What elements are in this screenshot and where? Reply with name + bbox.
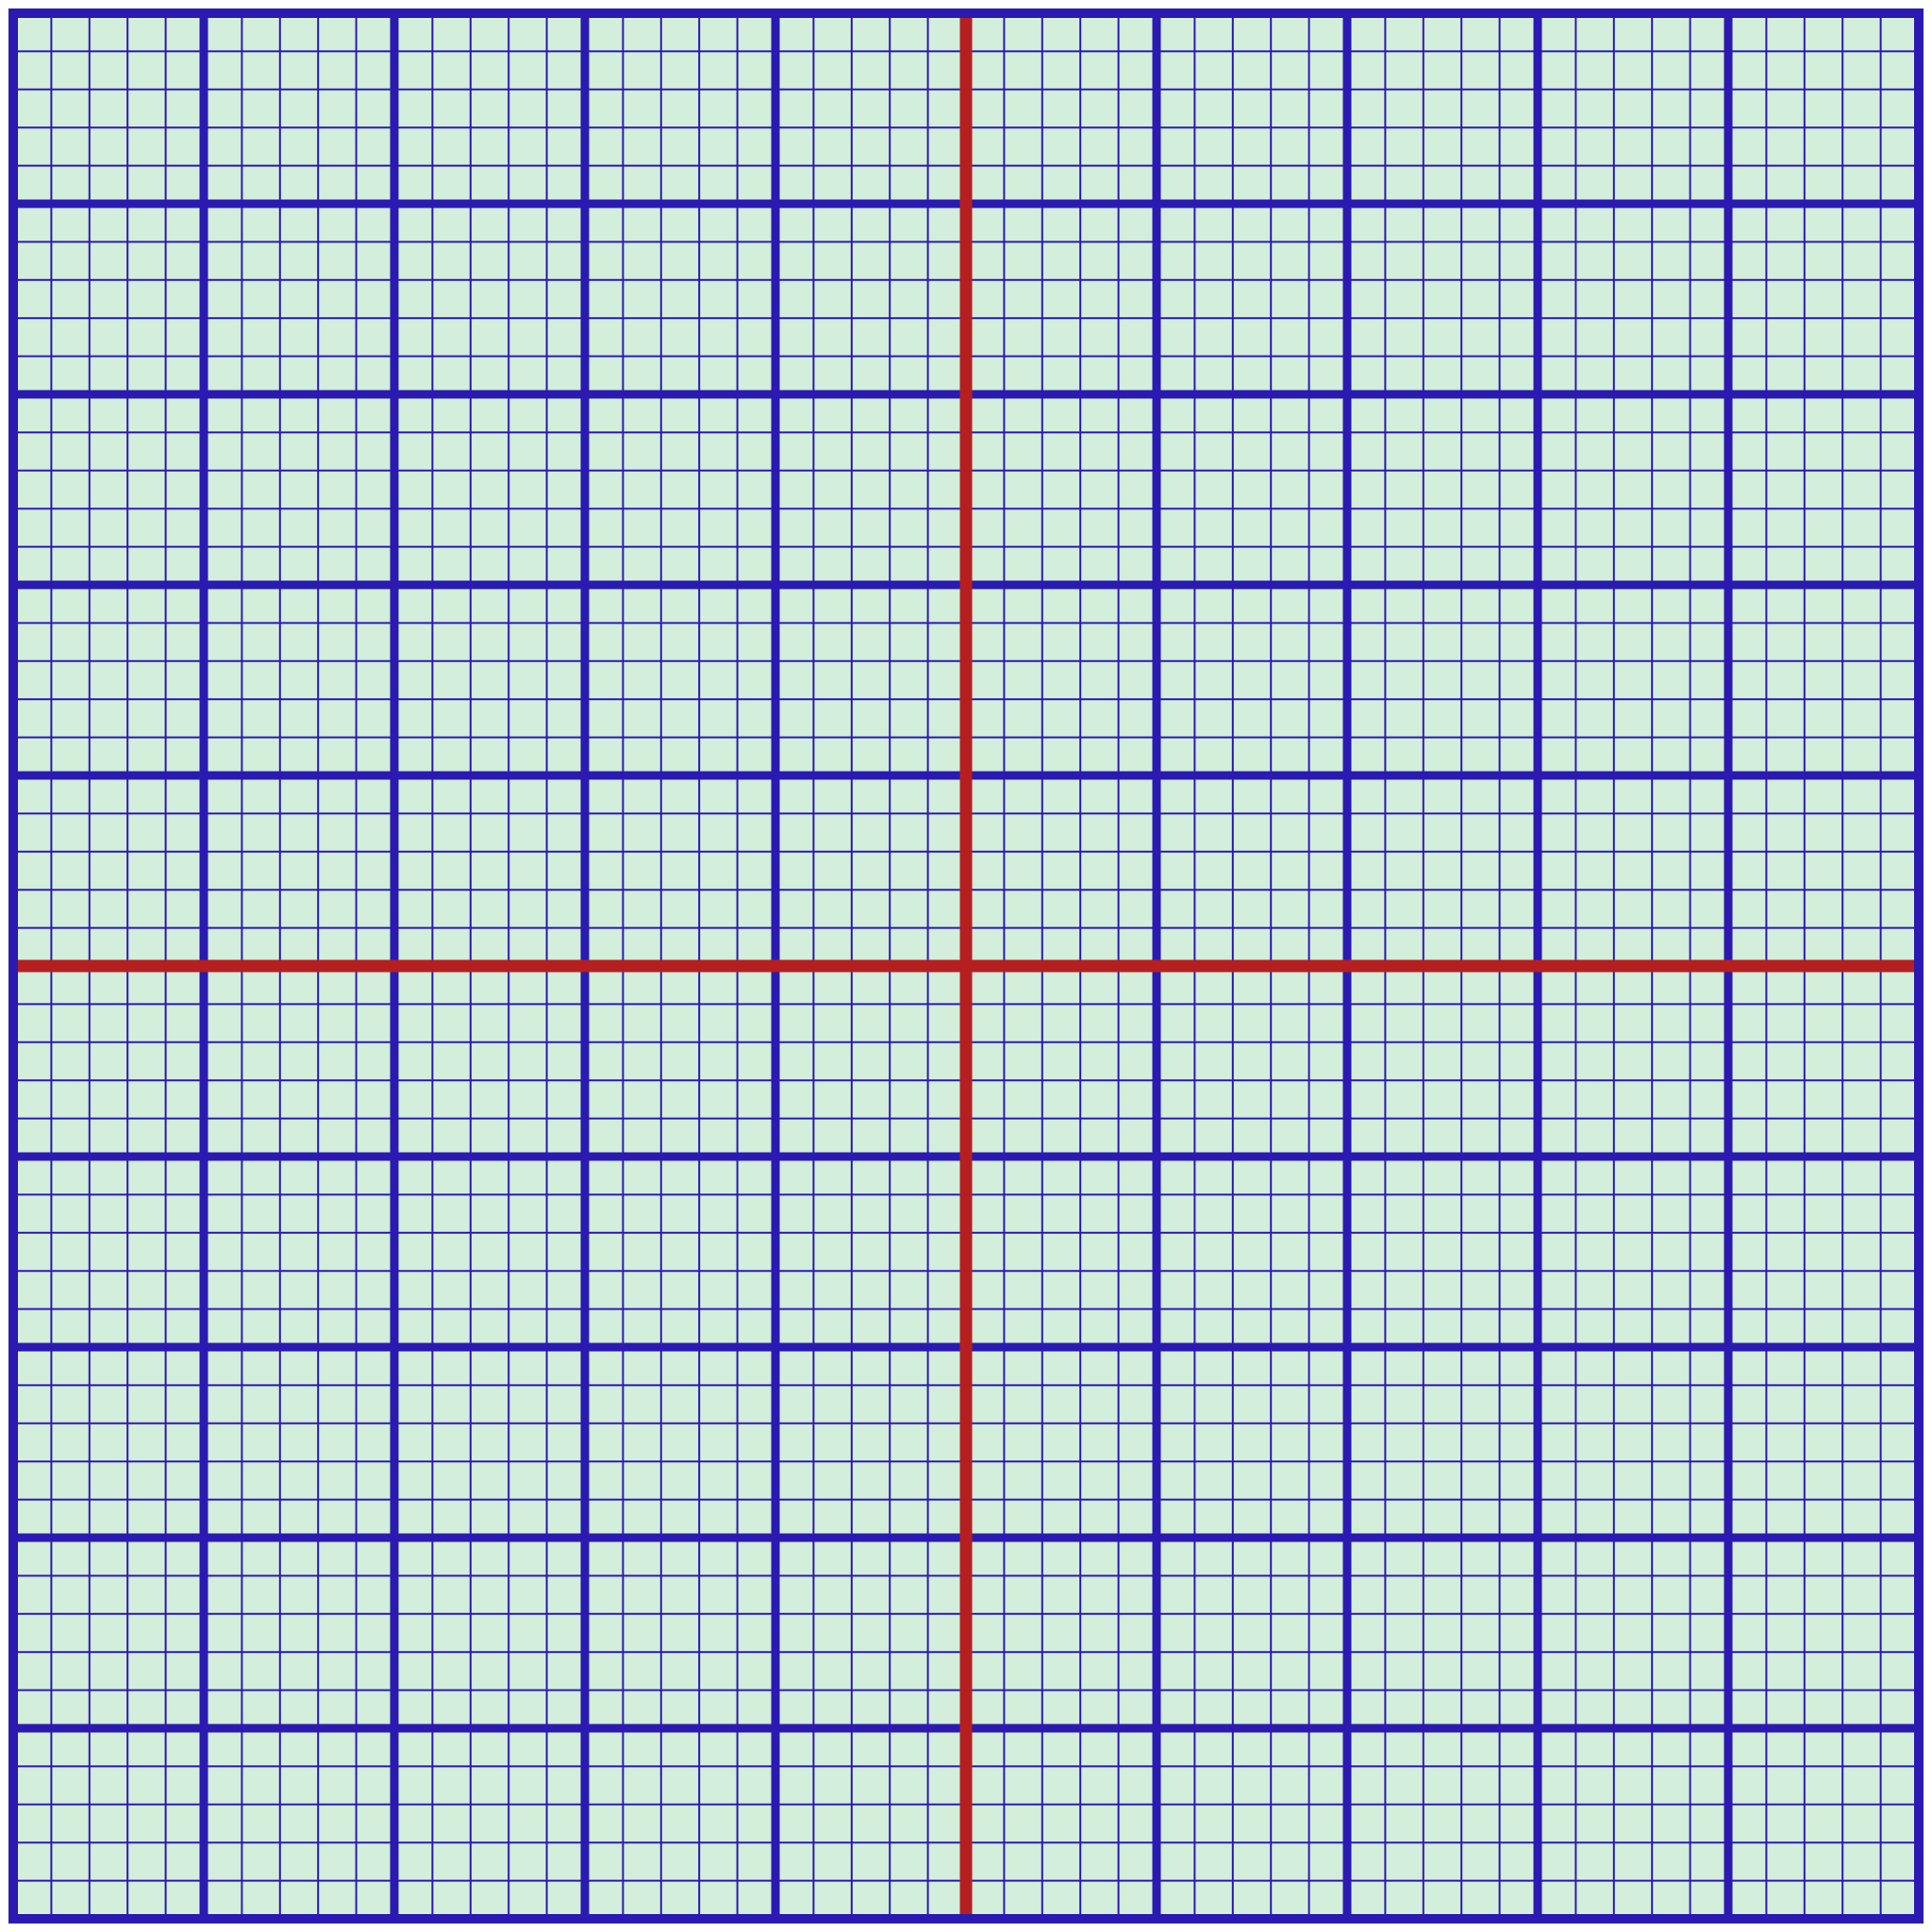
axis-lines — [9, 9, 1923, 1923]
grid-border — [8, 8, 1924, 1924]
